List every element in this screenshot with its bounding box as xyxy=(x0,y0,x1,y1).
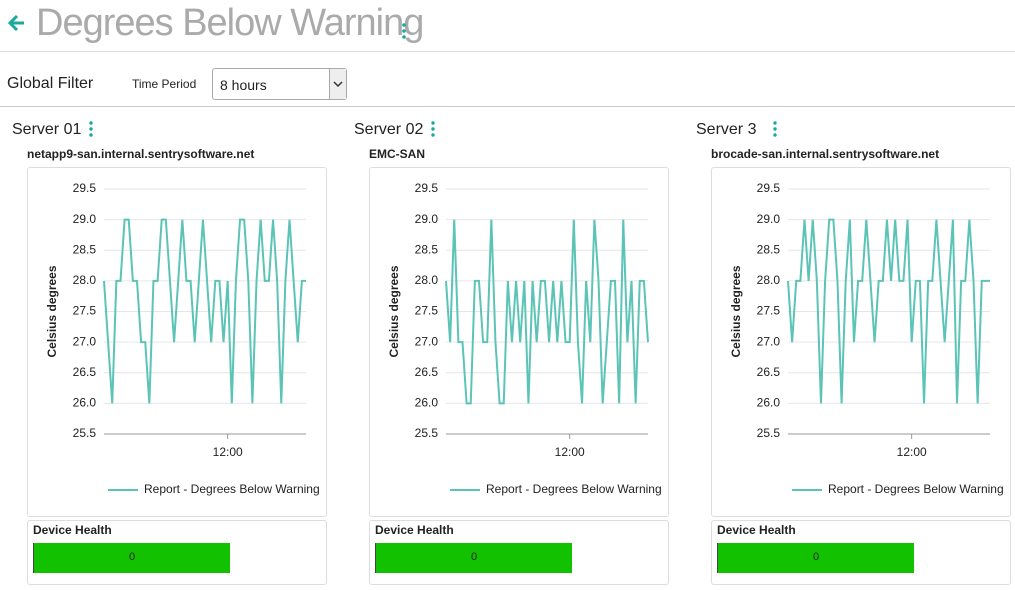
health-label: Device Health xyxy=(717,523,796,537)
filter-label: Global Filter xyxy=(7,75,94,92)
health-bar: 0 xyxy=(717,543,914,573)
page-title: Degrees Below Warning xyxy=(36,2,424,44)
health-box: Device Health 0 xyxy=(27,520,327,585)
y-axis-title: Celsius degrees xyxy=(45,265,59,357)
server-title: Server 02 xyxy=(354,121,424,138)
health-value: 0 xyxy=(470,551,478,563)
y-tick-label: 27.0 xyxy=(415,334,439,348)
health-bar: 0 xyxy=(33,543,230,573)
y-tick-label: 29.0 xyxy=(757,212,781,226)
time-period-label: Time Period xyxy=(132,77,197,91)
chart-box: 25.5 26.0 26.5 27.0 27.5 28.0 28.5 29.0 29.5 12:0… xyxy=(369,167,669,517)
chart-box: 25.5 26.0 26.5 27.0 27.5 28.0 28.5 29.0 29.5 12:0… xyxy=(27,167,327,517)
legend-label: Report - Degrees Below Warning xyxy=(144,482,320,496)
y-axis-title: Celsius degrees xyxy=(729,265,743,357)
y-tick-label: 27.5 xyxy=(757,304,781,318)
legend-label: Report - Degrees Below Warning xyxy=(486,482,662,496)
back-arrow[interactable] xyxy=(6,12,28,34)
server-menu[interactable] xyxy=(429,121,437,137)
menu-dot xyxy=(431,127,435,131)
chart: 25.5 26.0 26.5 27.0 27.5 28.0 28.5 29.0 29.5 12:0… xyxy=(729,181,1004,496)
chart-box: 25.5 26.0 26.5 27.0 27.5 28.0 28.5 29.0 29.5 12:0… xyxy=(711,167,1011,517)
menu-dot xyxy=(89,121,93,125)
y-tick-label: 25.5 xyxy=(73,426,97,440)
y-tick-label: 26.0 xyxy=(73,396,97,410)
server-title: Server 3 xyxy=(696,121,757,138)
x-tick-label: 12:00 xyxy=(897,445,927,459)
y-tick-label: 29.0 xyxy=(415,212,439,226)
menu-dot xyxy=(773,127,777,131)
chart: 25.5 26.0 26.5 27.0 27.5 28.0 28.5 29.0 29.5 12:0… xyxy=(387,181,662,496)
y-tick-label: 28.5 xyxy=(73,242,97,256)
y-tick-label: 27.0 xyxy=(73,334,97,348)
y-tick-label: 26.0 xyxy=(415,396,439,410)
select-arrow xyxy=(329,69,346,99)
time-period-select[interactable]: 8 hours xyxy=(212,68,347,100)
y-tick-label: 29.5 xyxy=(757,181,781,195)
data-line xyxy=(445,219,649,405)
menu-dot xyxy=(431,121,435,125)
y-tick-label: 27.0 xyxy=(757,334,781,348)
y-tick-label: 28.5 xyxy=(757,242,781,256)
y-tick-label: 25.5 xyxy=(757,426,781,440)
y-tick-label: 27.5 xyxy=(73,304,97,318)
y-tick-label: 26.0 xyxy=(757,396,781,410)
x-tick-label: 12:00 xyxy=(213,445,243,459)
server-menu[interactable] xyxy=(771,121,779,137)
legend-label: Report - Degrees Below Warning xyxy=(828,482,1004,496)
data-line xyxy=(103,218,306,404)
title-menu[interactable] xyxy=(399,22,409,40)
x-tick-label: 12:00 xyxy=(555,445,585,459)
y-tick-label: 26.5 xyxy=(757,365,781,379)
y-tick-label: 26.5 xyxy=(415,365,439,379)
y-tick-label: 29.0 xyxy=(73,212,97,226)
chart: 25.5 26.0 26.5 27.0 27.5 28.0 28.5 29.0 29.5 12:0… xyxy=(45,181,320,496)
y-tick-label: 28.0 xyxy=(757,273,781,287)
device-name: brocade-san.internal.sentrysoftware.net xyxy=(711,147,940,161)
menu-dot xyxy=(89,127,93,131)
health-value: 0 xyxy=(128,551,136,563)
data-line xyxy=(787,218,990,404)
y-tick-label: 29.5 xyxy=(415,181,439,195)
menu-dot xyxy=(89,133,93,137)
divider xyxy=(0,51,1015,52)
device-name: netapp9-san.internal.sentrysoftware.net xyxy=(27,147,255,161)
health-label: Device Health xyxy=(33,523,112,537)
y-tick-label: 28.5 xyxy=(415,242,439,256)
health-value: 0 xyxy=(812,551,820,563)
y-tick-label: 28.0 xyxy=(73,273,97,287)
y-tick-label: 25.5 xyxy=(415,426,439,440)
select-value: 8 hours xyxy=(220,77,267,93)
y-tick-label: 26.5 xyxy=(73,365,97,379)
health-bar: 0 xyxy=(375,543,572,573)
y-tick-label: 29.5 xyxy=(73,181,97,195)
menu-dot xyxy=(773,133,777,137)
server-title: Server 01 xyxy=(12,121,82,138)
menu-dot xyxy=(773,121,777,125)
health-box: Device Health 0 xyxy=(711,520,1011,585)
y-tick-label: 28.0 xyxy=(415,273,439,287)
health-label: Device Health xyxy=(375,523,454,537)
divider xyxy=(0,106,1015,107)
menu-dot xyxy=(431,133,435,137)
server-menu[interactable] xyxy=(87,121,95,137)
health-box: Device Health 0 xyxy=(369,520,669,585)
y-axis-title: Celsius degrees xyxy=(387,265,401,357)
y-tick-label: 27.5 xyxy=(415,304,439,318)
device-name: EMC-SAN xyxy=(369,147,425,161)
